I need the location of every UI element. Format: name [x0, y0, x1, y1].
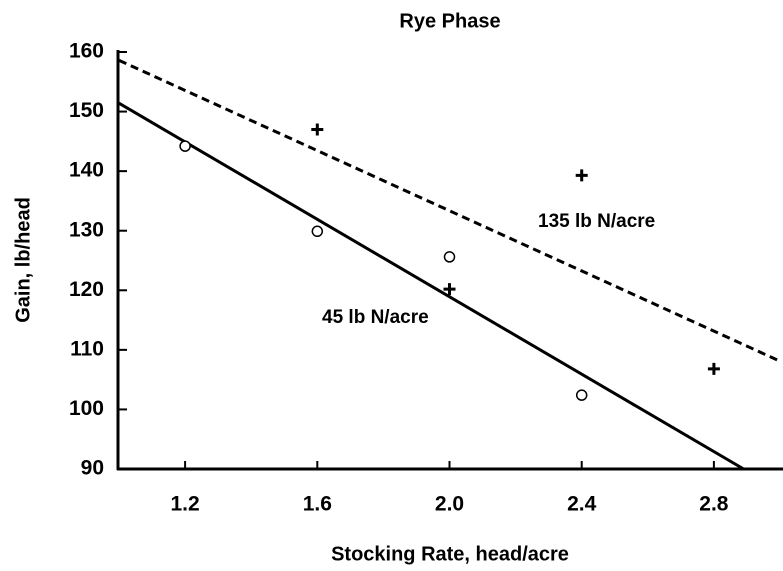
- x-tick-label: 1.6: [303, 493, 332, 516]
- point: [443, 251, 456, 263]
- x-tick-label: 2.4: [567, 493, 597, 516]
- point: [311, 123, 324, 136]
- annotation: 135 lb N/acre: [538, 211, 655, 232]
- point: [311, 225, 324, 238]
- y-tick-label: 110: [70, 337, 104, 360]
- chart-title: Rye Phase: [399, 10, 500, 32]
- y-tick-label: 150: [69, 99, 104, 122]
- point: [575, 389, 588, 401]
- y-tick-label: 160: [69, 40, 104, 63]
- x-tick-label: 1.2: [170, 493, 199, 516]
- y-tick-label: 140: [69, 159, 104, 182]
- y-axis-label: Gain, lb/head: [12, 197, 34, 323]
- point: [179, 140, 191, 152]
- fit-line: [118, 58, 781, 363]
- x-tick-label: 2.8: [699, 493, 729, 516]
- x-axis-label: Stocking Rate, head/acre: [331, 543, 569, 565]
- fit-line: [118, 101, 745, 471]
- point: [575, 169, 588, 182]
- y-tick-label: 100: [69, 397, 104, 420]
- y-tick-label: 130: [69, 218, 104, 241]
- annotation: 45 lb N/acre: [322, 307, 429, 328]
- x-tick-label: 2.0: [435, 493, 464, 516]
- point: [707, 362, 720, 375]
- y-tick-label: 90: [81, 457, 104, 480]
- point: [443, 283, 456, 296]
- y-tick-label: 120: [69, 278, 104, 301]
